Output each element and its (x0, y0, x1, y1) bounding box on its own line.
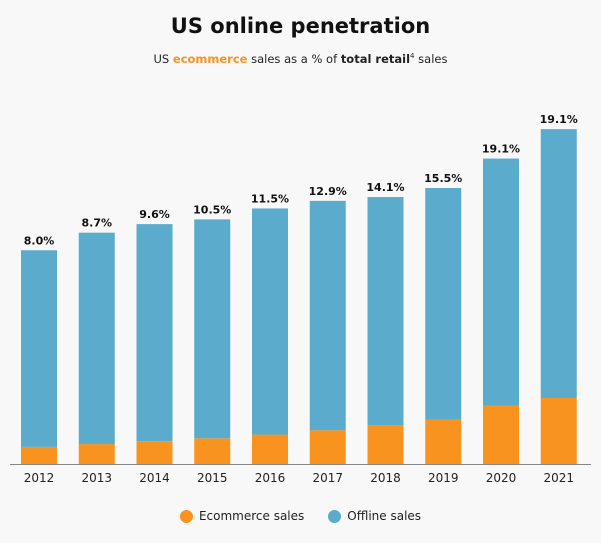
x-tick-2021: 2021 (543, 471, 574, 485)
legend-ecommerce-swatch (179, 509, 193, 523)
bar-offline-2017 (309, 200, 346, 431)
data-label-2019: 15.5% (424, 172, 462, 185)
bar-ecommerce-2015 (194, 438, 231, 464)
bar-offline-2019 (425, 188, 462, 420)
legend-item-offline: Offline sales (328, 509, 421, 523)
legend-item-ecommerce: Ecommerce sales (179, 509, 305, 523)
legend-ecommerce-label: Ecommerce sales (198, 509, 305, 523)
data-label-2020: 19.1% (482, 143, 520, 156)
bar-offline-2020 (483, 158, 519, 406)
data-label-2015: 10.5% (193, 203, 231, 216)
bar-ecommerce-2016 (252, 434, 288, 464)
bar-ecommerce-2019 (425, 419, 462, 464)
data-label-2013: 8.7% (81, 217, 112, 230)
bar-ecommerce-2021 (540, 397, 577, 464)
x-tick-2013: 2013 (81, 471, 112, 485)
bar-offline-2018 (367, 197, 404, 426)
chart-subtitle: US ecommerce sales as a % of total retai… (153, 52, 448, 66)
data-label-2014: 9.6% (139, 208, 170, 221)
bar-offline-2014 (136, 224, 173, 442)
x-tick-2017: 2017 (312, 471, 343, 485)
bar-ecommerce-2012 (21, 446, 57, 464)
subtitle-highlight-total-retail: total retail (340, 52, 411, 66)
bar-ecommerce-2017 (309, 430, 346, 464)
x-tick-2020: 2020 (486, 471, 517, 485)
bar-offline-2013 (78, 232, 115, 445)
x-tick-2015: 2015 (197, 471, 228, 485)
chart-title: US online penetration (170, 14, 431, 38)
legend-offline-label: Offline sales (347, 509, 422, 523)
bar-offline-2016 (252, 208, 288, 435)
bar-ecommerce-2020 (483, 405, 519, 464)
bar-offline-2012 (21, 250, 57, 447)
data-label-2016: 11.5% (251, 192, 289, 205)
bar-ecommerce-2018 (367, 425, 404, 464)
data-label-2017: 12.9% (309, 185, 347, 198)
subtitle-highlight-ecommerce: ecommerce (172, 52, 248, 66)
data-label-2018: 14.1% (366, 181, 404, 194)
x-tick-2016: 2016 (255, 471, 286, 485)
data-label-2021: 19.1% (540, 113, 578, 126)
bar-ecommerce-2014 (136, 441, 173, 464)
x-tick-2018: 2018 (370, 471, 401, 485)
x-tick-2014: 2014 (139, 471, 170, 485)
data-label-2012: 8.0% (24, 234, 55, 247)
x-tick-2019: 2019 (428, 471, 459, 485)
bar-ecommerce-2013 (78, 444, 115, 464)
bar-offline-2015 (194, 219, 231, 439)
legend-offline-swatch (328, 509, 342, 523)
x-tick-2012: 2012 (24, 471, 55, 485)
legend: Ecommerce sales Offline sales (0, 509, 601, 523)
footnote-marker: 4 (410, 52, 415, 61)
bar-offline-2021 (540, 129, 577, 398)
